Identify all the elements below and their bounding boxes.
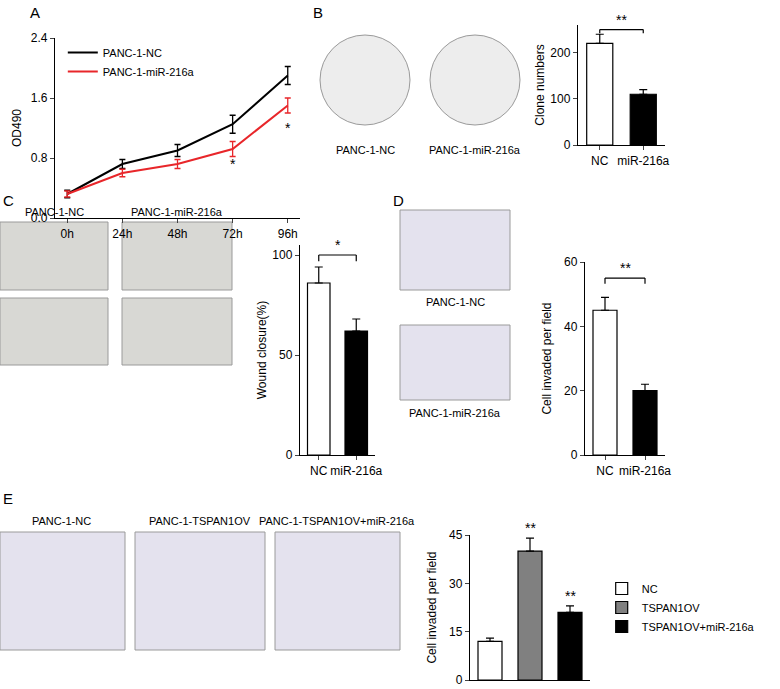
svg-text:50: 50 xyxy=(279,348,293,362)
svg-text:0: 0 xyxy=(286,448,293,462)
svg-text:24h: 24h xyxy=(112,227,132,241)
svg-text:*: * xyxy=(230,156,236,172)
svg-text:B: B xyxy=(313,4,323,21)
svg-text:200: 200 xyxy=(550,46,570,60)
svg-text:PANC-1-NC: PANC-1-NC xyxy=(32,515,91,527)
svg-text:A: A xyxy=(30,4,40,21)
svg-text:NC: NC xyxy=(596,464,614,478)
svg-text:0: 0 xyxy=(456,673,463,687)
svg-text:PANC-1-miR-216a: PANC-1-miR-216a xyxy=(429,144,521,156)
svg-text:NC: NC xyxy=(591,154,609,168)
svg-text:PANC-1-miR-216a: PANC-1-miR-216a xyxy=(103,66,195,78)
svg-text:*: * xyxy=(335,237,341,253)
svg-text:1.6: 1.6 xyxy=(31,91,48,105)
svg-text:0: 0 xyxy=(571,448,578,462)
svg-text:**: ** xyxy=(525,520,536,536)
svg-text:Cell invaded per field: Cell invaded per field xyxy=(425,551,439,663)
svg-text:miR-216a: miR-216a xyxy=(617,154,669,168)
svg-text:Wound closure(%): Wound closure(%) xyxy=(255,301,269,399)
svg-text:PANC-1-NC: PANC-1-NC xyxy=(336,144,395,156)
svg-text:**: ** xyxy=(620,260,631,276)
svg-text:TSPAN1OV+miR-216a: TSPAN1OV+miR-216a xyxy=(642,621,755,633)
svg-text:20: 20 xyxy=(564,384,578,398)
svg-text:2.4: 2.4 xyxy=(31,31,48,45)
svg-text:**: ** xyxy=(616,12,627,28)
svg-text:C: C xyxy=(3,192,14,209)
svg-text:0.8: 0.8 xyxy=(31,151,48,165)
svg-text:miR-216a: miR-216a xyxy=(330,464,382,478)
svg-text:PANC-1-miR-216a: PANC-1-miR-216a xyxy=(131,206,223,218)
svg-text:PANC-1-miR-216a: PANC-1-miR-216a xyxy=(409,407,501,419)
svg-text:*: * xyxy=(285,120,291,136)
svg-text:45: 45 xyxy=(449,528,463,542)
svg-text:0.0: 0.0 xyxy=(31,211,48,225)
svg-text:Clone numbers: Clone numbers xyxy=(533,44,547,125)
svg-text:NC: NC xyxy=(642,583,658,595)
svg-text:PANC-1-NC: PANC-1-NC xyxy=(25,206,84,218)
svg-text:48h: 48h xyxy=(167,227,187,241)
svg-text:96h: 96h xyxy=(278,227,298,241)
svg-text:**: ** xyxy=(565,588,576,604)
svg-text:NC: NC xyxy=(310,464,328,478)
svg-text:E: E xyxy=(3,490,13,507)
svg-text:0h: 0h xyxy=(61,227,74,241)
svg-text:PANC-1-TSPAN1OV: PANC-1-TSPAN1OV xyxy=(149,515,251,527)
svg-text:miR-216a: miR-216a xyxy=(619,464,671,478)
svg-text:30: 30 xyxy=(449,577,463,591)
svg-text:72h: 72h xyxy=(223,227,243,241)
svg-text:15: 15 xyxy=(449,625,463,639)
svg-text:TSPAN1OV: TSPAN1OV xyxy=(642,602,701,614)
svg-text:40: 40 xyxy=(564,320,578,334)
svg-text:Cell invaded per field: Cell invaded per field xyxy=(540,302,554,414)
svg-text:100: 100 xyxy=(272,248,292,262)
svg-text:60: 60 xyxy=(564,255,578,269)
svg-text:PANC-1-NC: PANC-1-NC xyxy=(103,47,162,59)
svg-text:D: D xyxy=(393,192,404,209)
svg-text:PANC-1-TSPAN1OV+miR-216a: PANC-1-TSPAN1OV+miR-216a xyxy=(259,515,415,527)
svg-text:100: 100 xyxy=(550,92,570,106)
svg-text:OD490: OD490 xyxy=(10,109,24,147)
svg-text:PANC-1-NC: PANC-1-NC xyxy=(426,296,485,308)
svg-text:0: 0 xyxy=(564,138,571,152)
